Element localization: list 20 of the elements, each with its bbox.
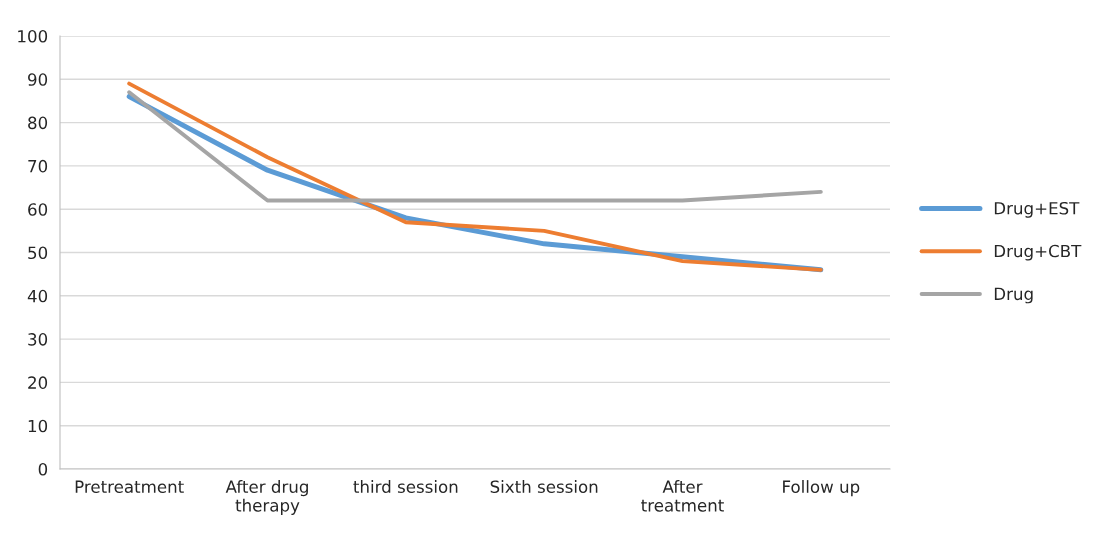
legend-label: Drug bbox=[994, 287, 1033, 304]
y-tick-label: 0 bbox=[38, 462, 48, 476]
y-tick-label: 100 bbox=[18, 29, 48, 43]
x-tick-label: third session bbox=[353, 480, 458, 494]
y-tick-label: 70 bbox=[28, 159, 48, 173]
y-tick-label: 10 bbox=[28, 419, 48, 433]
legend-label: Drug+EST bbox=[994, 201, 1080, 218]
y-tick-label: 30 bbox=[28, 333, 48, 346]
x-tick-label: Pretreatment bbox=[75, 480, 184, 494]
y-tick-label: 60 bbox=[28, 203, 48, 216]
x-tick-label: Sixth session bbox=[490, 480, 598, 494]
legend-label: Drug+CBT bbox=[994, 244, 1082, 261]
y-tick-label: 50 bbox=[28, 246, 48, 260]
x-tick-label: Follow up bbox=[783, 480, 860, 497]
x-tick-label: After drug therapy bbox=[225, 480, 308, 515]
y-tick-label: 80 bbox=[28, 116, 48, 130]
y-tick-label: 40 bbox=[27, 289, 48, 303]
y-tick-label: 20 bbox=[28, 376, 48, 389]
x-tick-label: After treatment bbox=[641, 480, 724, 512]
y-tick-label: 90 bbox=[28, 73, 48, 86]
